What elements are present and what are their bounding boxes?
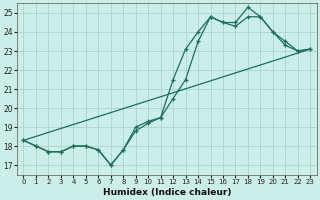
X-axis label: Humidex (Indice chaleur): Humidex (Indice chaleur) bbox=[103, 188, 231, 197]
